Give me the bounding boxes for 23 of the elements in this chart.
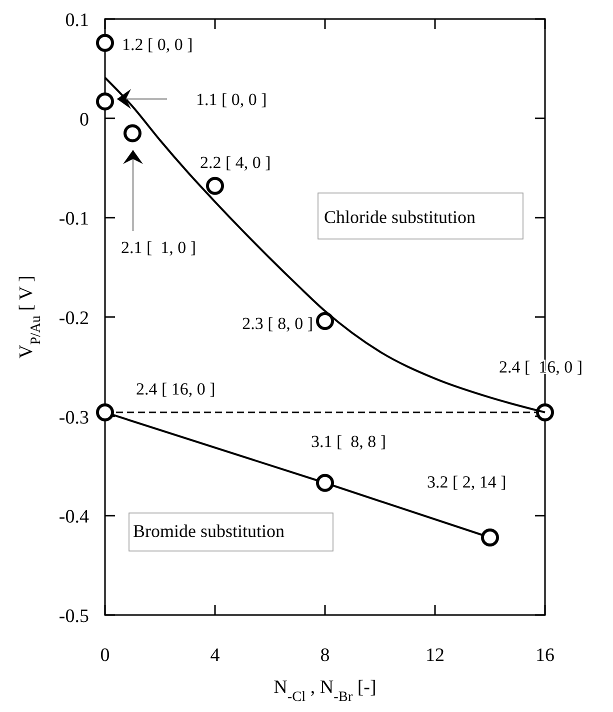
- y-tick-label: -0.4: [58, 506, 90, 528]
- annotation: 3.1 [ 8, 8 ]: [311, 432, 386, 451]
- y-tick-label: -0.3: [58, 407, 89, 428]
- y-tick-label: 0: [80, 109, 89, 130]
- annotation: Bromide substitution: [133, 521, 285, 541]
- y-tick-label: 0.1: [65, 10, 89, 31]
- x-tick-label: 8: [320, 645, 330, 666]
- x-tick-label: 16: [536, 645, 554, 666]
- annotation: 1.2 [ 0, 0 ]: [122, 34, 193, 54]
- annotation: 2.4 [ 16, 0 ]: [136, 379, 216, 398]
- x-tick-label: 12: [426, 645, 444, 666]
- annotation: 2.3 [ 8, 0 ]: [242, 314, 313, 333]
- x-axis-title: N$_{-Cl}$ , N$_{-Br}$ [-]: [274, 677, 376, 705]
- annotation: 3.2 [ 2, 14 ]: [427, 472, 506, 492]
- x-tick-label: 4: [210, 645, 220, 666]
- y-tick-label: -0.1: [58, 208, 89, 230]
- annotation: 2.2 [ 4, 0 ]: [200, 152, 271, 172]
- annotation: 1.1 [ 0, 0 ]: [196, 90, 267, 109]
- x-tick-label: 0: [100, 645, 110, 666]
- annotation: Chloride substitution: [324, 207, 476, 227]
- y-tick-label: -0.2: [58, 308, 89, 329]
- annotation: 2.1 [ 1, 0 ]: [121, 238, 196, 257]
- y-tick-label: -0.5: [58, 606, 89, 627]
